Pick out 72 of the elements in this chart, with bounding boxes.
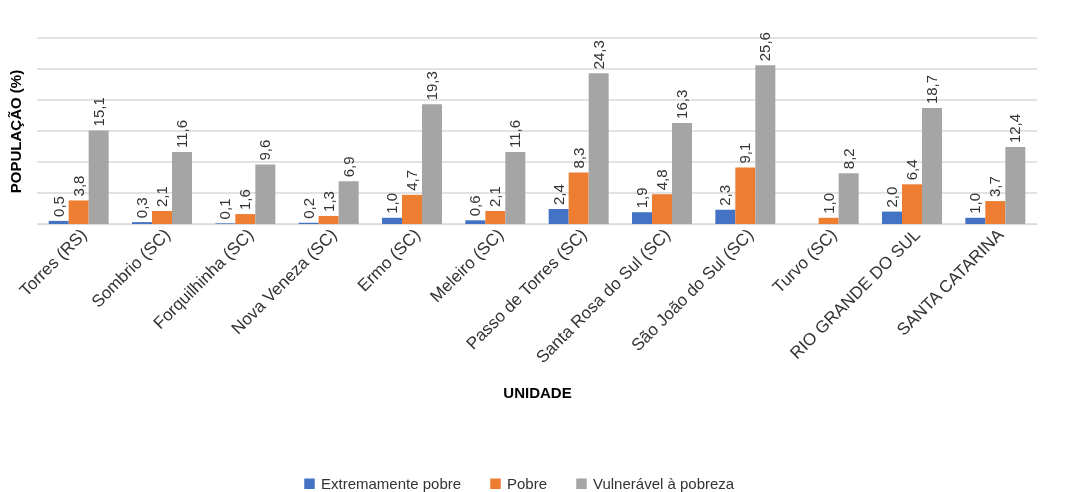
- bar: [318, 215, 339, 224]
- data-label: 12,4: [1006, 113, 1024, 144]
- bar: [902, 184, 922, 224]
- y-axis-title: POPULAÇÃO (%): [6, 69, 24, 194]
- bar: [48, 220, 69, 224]
- data-label: 11,6: [506, 119, 524, 149]
- bar: [152, 210, 172, 224]
- bar: [338, 181, 359, 224]
- bar: [755, 65, 776, 224]
- bar: [505, 152, 526, 224]
- data-label: 0,1: [216, 198, 234, 220]
- bar: [485, 210, 506, 224]
- bar: [88, 130, 109, 224]
- data-label: 2,1: [486, 186, 504, 207]
- data-label: 8,3: [569, 147, 587, 169]
- data-label: 0,2: [299, 197, 317, 219]
- data-label: 0,3: [133, 197, 150, 219]
- data-label: 24,3: [589, 40, 607, 70]
- bar: [838, 173, 859, 224]
- data-label: 6,9: [339, 156, 357, 178]
- data-label: 0,5: [49, 196, 67, 217]
- data-label: 4,7: [403, 170, 420, 191]
- bar: [818, 217, 839, 224]
- data-label: 0,6: [466, 195, 484, 217]
- x-axis-title: UNIDADE: [503, 384, 572, 402]
- data-label: 1,0: [383, 192, 400, 214]
- bar: [985, 201, 1006, 224]
- bar: [568, 172, 589, 224]
- data-label: 1,9: [633, 187, 650, 209]
- data-label: 1,0: [819, 192, 837, 214]
- data-label: 2,4: [549, 184, 567, 206]
- bar: [632, 212, 652, 224]
- data-label: 18,7: [923, 74, 940, 105]
- bar: [465, 220, 486, 224]
- data-label: 2,3: [716, 184, 734, 206]
- bar: [672, 122, 692, 224]
- bar: [382, 217, 402, 224]
- legend-label: Pobre: [507, 474, 548, 492]
- data-label: 11,6: [173, 119, 190, 149]
- bar: [588, 73, 609, 224]
- data-label: 9,6: [256, 139, 274, 161]
- bar: [422, 104, 442, 224]
- data-label: 1,0: [966, 192, 984, 214]
- data-label: 8,2: [839, 148, 857, 170]
- bar: [965, 217, 986, 224]
- data-label: 25,6: [756, 32, 774, 62]
- bar: [652, 194, 672, 224]
- legend-label: Vulnerável à pobreza: [593, 474, 735, 492]
- legend-label: Extremamente pobre: [321, 474, 462, 492]
- bar: [68, 200, 89, 224]
- data-label: 3,8: [69, 175, 87, 197]
- data-label: 1,6: [236, 189, 254, 211]
- data-label: 4,8: [653, 169, 670, 191]
- bar: [882, 211, 902, 224]
- bar: [172, 152, 192, 224]
- bar: [1005, 147, 1026, 224]
- data-label: 1,3: [319, 191, 337, 212]
- data-label: 19,3: [423, 71, 440, 101]
- bar: [715, 209, 736, 224]
- data-label: 16,3: [673, 89, 690, 119]
- bar: [548, 209, 569, 224]
- bar: [735, 167, 756, 224]
- data-label: 6,4: [903, 159, 920, 181]
- data-label: 2,1: [153, 186, 170, 207]
- data-label: 2,0: [883, 186, 900, 208]
- data-label: 3,7: [986, 176, 1004, 198]
- bar: [922, 108, 942, 224]
- bar: [235, 214, 256, 224]
- data-label: 9,1: [736, 142, 754, 164]
- data-label: 15,1: [89, 97, 107, 127]
- bar: [402, 194, 422, 224]
- bar: [255, 164, 276, 224]
